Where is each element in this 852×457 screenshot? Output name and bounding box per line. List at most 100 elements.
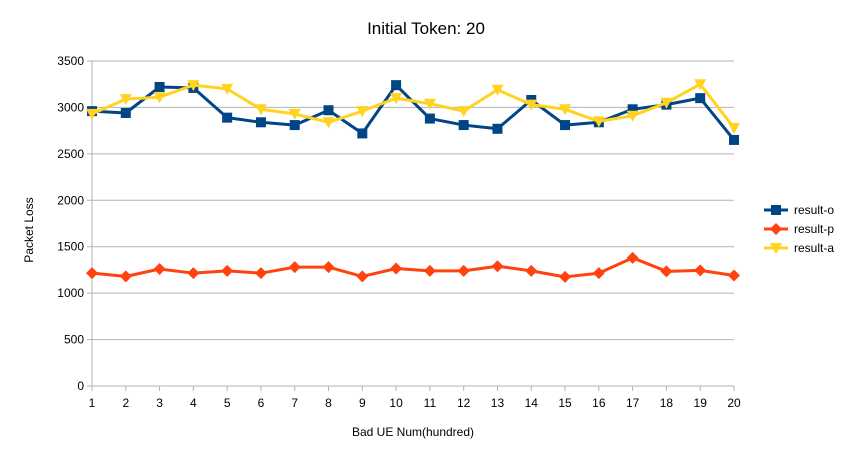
data-point	[491, 260, 504, 273]
data-point	[424, 113, 435, 124]
data-point	[660, 265, 673, 278]
data-point	[423, 264, 436, 277]
y-tick-label: 2500	[57, 147, 84, 161]
legend-label: result-o	[794, 203, 834, 217]
x-tick-label: 8	[325, 396, 332, 410]
legend-item: result-p	[764, 222, 834, 236]
data-point	[728, 122, 740, 134]
y-tick-label: 0	[77, 379, 84, 393]
x-tick-label: 15	[558, 396, 572, 410]
legend-item: result-a	[764, 241, 834, 255]
x-tick-label: 18	[660, 396, 674, 410]
x-tick-label: 10	[389, 396, 403, 410]
data-point	[222, 112, 233, 123]
data-point	[559, 270, 572, 283]
data-point	[221, 83, 234, 95]
data-point	[525, 264, 538, 277]
data-point	[592, 116, 605, 128]
y-tick-label: 3000	[57, 100, 84, 114]
data-point	[626, 251, 639, 264]
data-point	[694, 79, 707, 91]
x-axis-label: Bad UE Num(hundred)	[352, 425, 474, 439]
data-point	[356, 106, 369, 118]
data-point	[154, 82, 165, 92]
data-point	[423, 98, 436, 110]
data-point	[627, 104, 638, 115]
legend-label: result-a	[794, 241, 834, 255]
data-point	[457, 264, 470, 277]
data-point	[254, 267, 267, 280]
x-tick-label: 7	[291, 396, 298, 410]
series-line	[91, 256, 735, 279]
data-point	[560, 120, 571, 131]
data-point	[457, 106, 470, 118]
x-tick-label: 13	[491, 396, 505, 410]
data-point	[153, 263, 166, 275]
chart-title: Initial Token: 20	[367, 19, 485, 38]
data-point	[120, 108, 131, 118]
legend-label: result-p	[794, 222, 834, 236]
x-tick-label: 1	[89, 396, 96, 410]
data-point	[695, 93, 706, 104]
data-point	[221, 264, 234, 277]
legend-swatch-marker	[770, 223, 782, 235]
x-tick-label: 11	[424, 396, 437, 410]
series-result-a	[86, 79, 740, 134]
data-point	[323, 105, 334, 116]
x-tick-label: 20	[727, 396, 741, 410]
data-point	[119, 270, 132, 283]
data-point	[458, 120, 469, 131]
data-point	[492, 123, 503, 134]
data-point	[729, 134, 739, 145]
y-axis-ticks: 0 500 1000 1500 2000 2500 3000 3500	[57, 54, 92, 393]
series-result-p	[86, 251, 740, 283]
x-tick-label: 3	[156, 396, 163, 410]
data-point	[592, 267, 605, 280]
x-axis-ticks: 1 2 3 4 5 6 7 8 9 10 11 12 13 14 15 16 17 18 19 20	[89, 386, 741, 410]
x-tick-label: 14	[525, 396, 539, 410]
data-point	[119, 94, 132, 106]
data-point	[289, 120, 300, 131]
data-point	[86, 267, 98, 280]
data-point	[322, 261, 335, 274]
x-tick-label: 4	[190, 396, 197, 410]
y-tick-label: 2000	[57, 193, 84, 207]
y-axis-label: Packet Loss	[22, 197, 36, 262]
legend-swatch-marker	[770, 243, 782, 254]
data-point	[288, 261, 301, 274]
data-point	[187, 267, 200, 280]
series-group	[86, 79, 740, 283]
data-point	[153, 92, 166, 104]
data-point	[288, 108, 301, 120]
data-point	[626, 110, 639, 122]
data-point	[390, 93, 403, 105]
x-tick-label: 17	[626, 396, 640, 410]
y-tick-label: 1500	[57, 240, 84, 254]
data-point	[694, 264, 707, 277]
x-tick-label: 9	[359, 396, 366, 410]
data-point	[322, 117, 335, 129]
data-point	[391, 80, 402, 91]
data-point	[255, 117, 266, 128]
data-point	[254, 104, 267, 116]
x-tick-label: 16	[592, 396, 606, 410]
x-tick-label: 6	[258, 396, 265, 410]
data-point	[728, 269, 740, 282]
data-point	[357, 128, 368, 139]
x-tick-label: 2	[122, 396, 129, 410]
legend: result-o result-p result-a	[764, 203, 834, 255]
x-tick-label: 19	[694, 396, 708, 410]
data-point	[390, 262, 403, 275]
y-tick-label: 500	[64, 333, 84, 347]
gridlines	[92, 60, 734, 387]
data-point	[491, 84, 504, 96]
data-point	[525, 99, 538, 111]
series-line	[91, 82, 736, 129]
data-point	[559, 104, 572, 116]
y-tick-label: 1000	[57, 286, 84, 300]
data-point	[356, 270, 369, 283]
data-point	[187, 80, 200, 92]
legend-item: result-o	[764, 203, 834, 217]
x-tick-label: 5	[224, 396, 231, 410]
